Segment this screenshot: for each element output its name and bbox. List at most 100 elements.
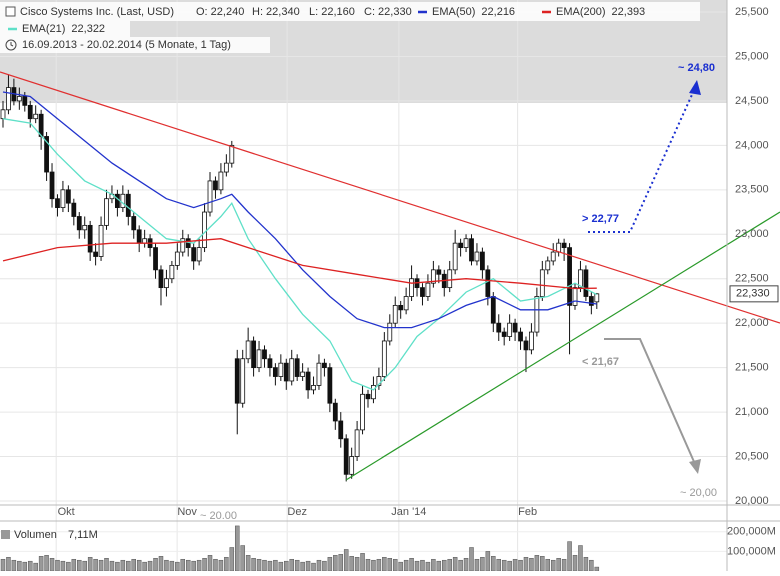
- candle-body: [550, 251, 556, 262]
- volume-last: 7,11M: [68, 529, 98, 541]
- candle-body: [523, 340, 529, 351]
- volume-bar: [126, 560, 131, 572]
- volume-bar: [180, 558, 186, 572]
- candle-body: [82, 224, 88, 231]
- volume-bar: [403, 559, 409, 572]
- volume-bar: [169, 560, 175, 572]
- y-tick-label: 21,500: [735, 362, 769, 374]
- volume-bar: [289, 558, 294, 572]
- volume-bar: [153, 558, 158, 572]
- volume-bar: [589, 559, 594, 572]
- candle-body: [360, 393, 365, 431]
- candle-body: [474, 251, 480, 262]
- candle-body: [234, 358, 240, 404]
- target-arrow-down: [604, 338, 696, 465]
- x-tick-label: Nov: [177, 506, 197, 518]
- candle-body: [490, 296, 496, 324]
- legend-label: EMA(21): [22, 23, 65, 35]
- volume-bar: [507, 560, 512, 572]
- annotation: ~ 20,00: [680, 487, 717, 499]
- candle-icon: [5, 6, 16, 17]
- candle-body: [142, 238, 148, 244]
- header-bg: [0, 37, 270, 53]
- volume-bar: [202, 558, 207, 572]
- volume-bar: [491, 556, 496, 572]
- candle-body: [131, 216, 137, 231]
- candle-body: [158, 269, 164, 289]
- volume-bar: [545, 558, 551, 572]
- candle-body: [430, 269, 436, 284]
- volume-bar: [191, 560, 196, 572]
- candle-body: [191, 247, 197, 262]
- candle-body: [463, 238, 469, 249]
- volume-bar: [452, 557, 458, 572]
- volume-bar: [463, 558, 469, 572]
- ema-line: [2, 118, 598, 391]
- volume-bar: [115, 561, 120, 572]
- header-bg: [0, 21, 130, 37]
- candle-body: [169, 264, 175, 280]
- candle-body: [561, 242, 567, 249]
- candle-body: [583, 269, 589, 297]
- y-tick-label: 22,500: [735, 273, 769, 285]
- legend-value: 22,393: [612, 6, 646, 18]
- volume-bar: [213, 558, 218, 572]
- candle-body: [594, 293, 600, 303]
- y-tick-label: 20,000: [735, 495, 769, 507]
- annotation: < 21,67: [582, 356, 619, 368]
- volume-bar: [365, 558, 371, 572]
- candle-body: [87, 224, 93, 253]
- candle-body: [403, 296, 409, 311]
- candle-body: [518, 331, 523, 342]
- volume-bar: [71, 558, 77, 572]
- volume-bar: [556, 558, 561, 572]
- annotation: ~ 20.00: [200, 510, 237, 522]
- y-tick-label: 20,500: [735, 450, 769, 462]
- volume-bar: [66, 561, 71, 572]
- volume-bar: [251, 558, 256, 572]
- candle-body: [332, 402, 338, 422]
- candle-body: [223, 162, 229, 173]
- candle-body: [452, 242, 458, 271]
- candle-body: [251, 340, 256, 369]
- candle-body: [262, 349, 267, 360]
- candle-body: [300, 371, 306, 377]
- volume-bar: [442, 559, 447, 572]
- volume-bar: [262, 559, 267, 572]
- chart-title: Cisco Systems Inc. (Last, USD): [20, 6, 174, 18]
- candle-body: [256, 349, 262, 369]
- candle-body: [6, 87, 11, 111]
- candle-body: [387, 322, 393, 342]
- legend-label: EMA(50): [432, 6, 475, 18]
- legend-label: EMA(200): [556, 6, 606, 18]
- candle-body: [213, 180, 218, 191]
- volume-bar: [322, 560, 327, 572]
- volume-bar: [11, 559, 17, 572]
- volume-bar: [360, 553, 365, 572]
- candle-body: [343, 438, 349, 475]
- candle-body: [240, 358, 246, 404]
- candle-body: [349, 456, 355, 475]
- volume-bar: [414, 560, 420, 572]
- candle-body: [44, 136, 49, 173]
- ohlc-low: L: 22,160: [309, 6, 355, 18]
- volume-bar: [267, 560, 273, 572]
- volume-bar: [398, 561, 403, 572]
- ema-line: [2, 91, 597, 329]
- volume-bar: [120, 559, 126, 572]
- candle-body: [202, 211, 207, 249]
- volume-bar: [93, 558, 98, 572]
- volume-bar: [175, 561, 180, 572]
- volume-bar: [458, 559, 463, 572]
- volume-bar: [431, 558, 436, 572]
- candle-body: [16, 96, 22, 102]
- volume-bar: [436, 560, 442, 572]
- candle-body: [71, 202, 77, 217]
- y-tick-label: 21,000: [735, 406, 769, 418]
- candle-body: [322, 362, 327, 369]
- candle-body: [507, 322, 513, 337]
- candle-body: [311, 385, 316, 391]
- candle-body: [55, 198, 60, 209]
- candle-body: [447, 269, 453, 289]
- candle-body: [164, 278, 169, 289]
